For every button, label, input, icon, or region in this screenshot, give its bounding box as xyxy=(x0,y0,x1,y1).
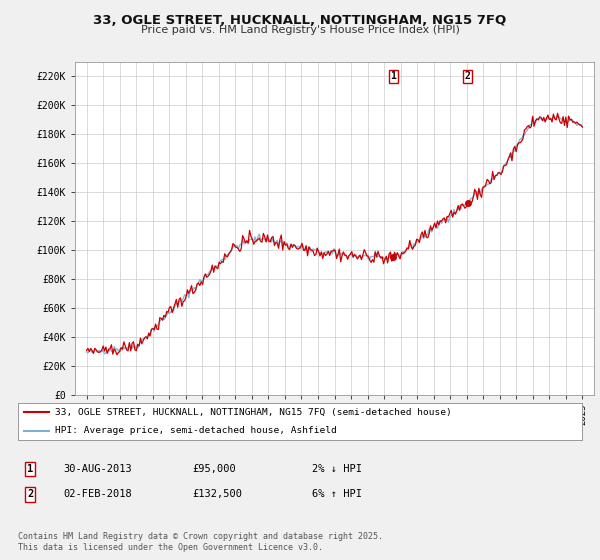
Text: £132,500: £132,500 xyxy=(192,489,242,500)
Text: 6% ↑ HPI: 6% ↑ HPI xyxy=(312,489,362,500)
Text: 02-FEB-2018: 02-FEB-2018 xyxy=(63,489,132,500)
Text: Price paid vs. HM Land Registry's House Price Index (HPI): Price paid vs. HM Land Registry's House … xyxy=(140,25,460,35)
Text: 1: 1 xyxy=(390,71,396,81)
Text: 2: 2 xyxy=(27,489,33,500)
Text: 33, OGLE STREET, HUCKNALL, NOTTINGHAM, NG15 7FQ (semi-detached house): 33, OGLE STREET, HUCKNALL, NOTTINGHAM, N… xyxy=(55,408,451,417)
Text: 33, OGLE STREET, HUCKNALL, NOTTINGHAM, NG15 7FQ: 33, OGLE STREET, HUCKNALL, NOTTINGHAM, N… xyxy=(94,14,506,27)
Text: HPI: Average price, semi-detached house, Ashfield: HPI: Average price, semi-detached house,… xyxy=(55,426,337,435)
Text: 30-AUG-2013: 30-AUG-2013 xyxy=(63,464,132,474)
Text: 2% ↓ HPI: 2% ↓ HPI xyxy=(312,464,362,474)
Text: 1: 1 xyxy=(27,464,33,474)
Text: 2: 2 xyxy=(465,71,471,81)
Text: Contains HM Land Registry data © Crown copyright and database right 2025.
This d: Contains HM Land Registry data © Crown c… xyxy=(18,533,383,552)
Text: £95,000: £95,000 xyxy=(192,464,236,474)
